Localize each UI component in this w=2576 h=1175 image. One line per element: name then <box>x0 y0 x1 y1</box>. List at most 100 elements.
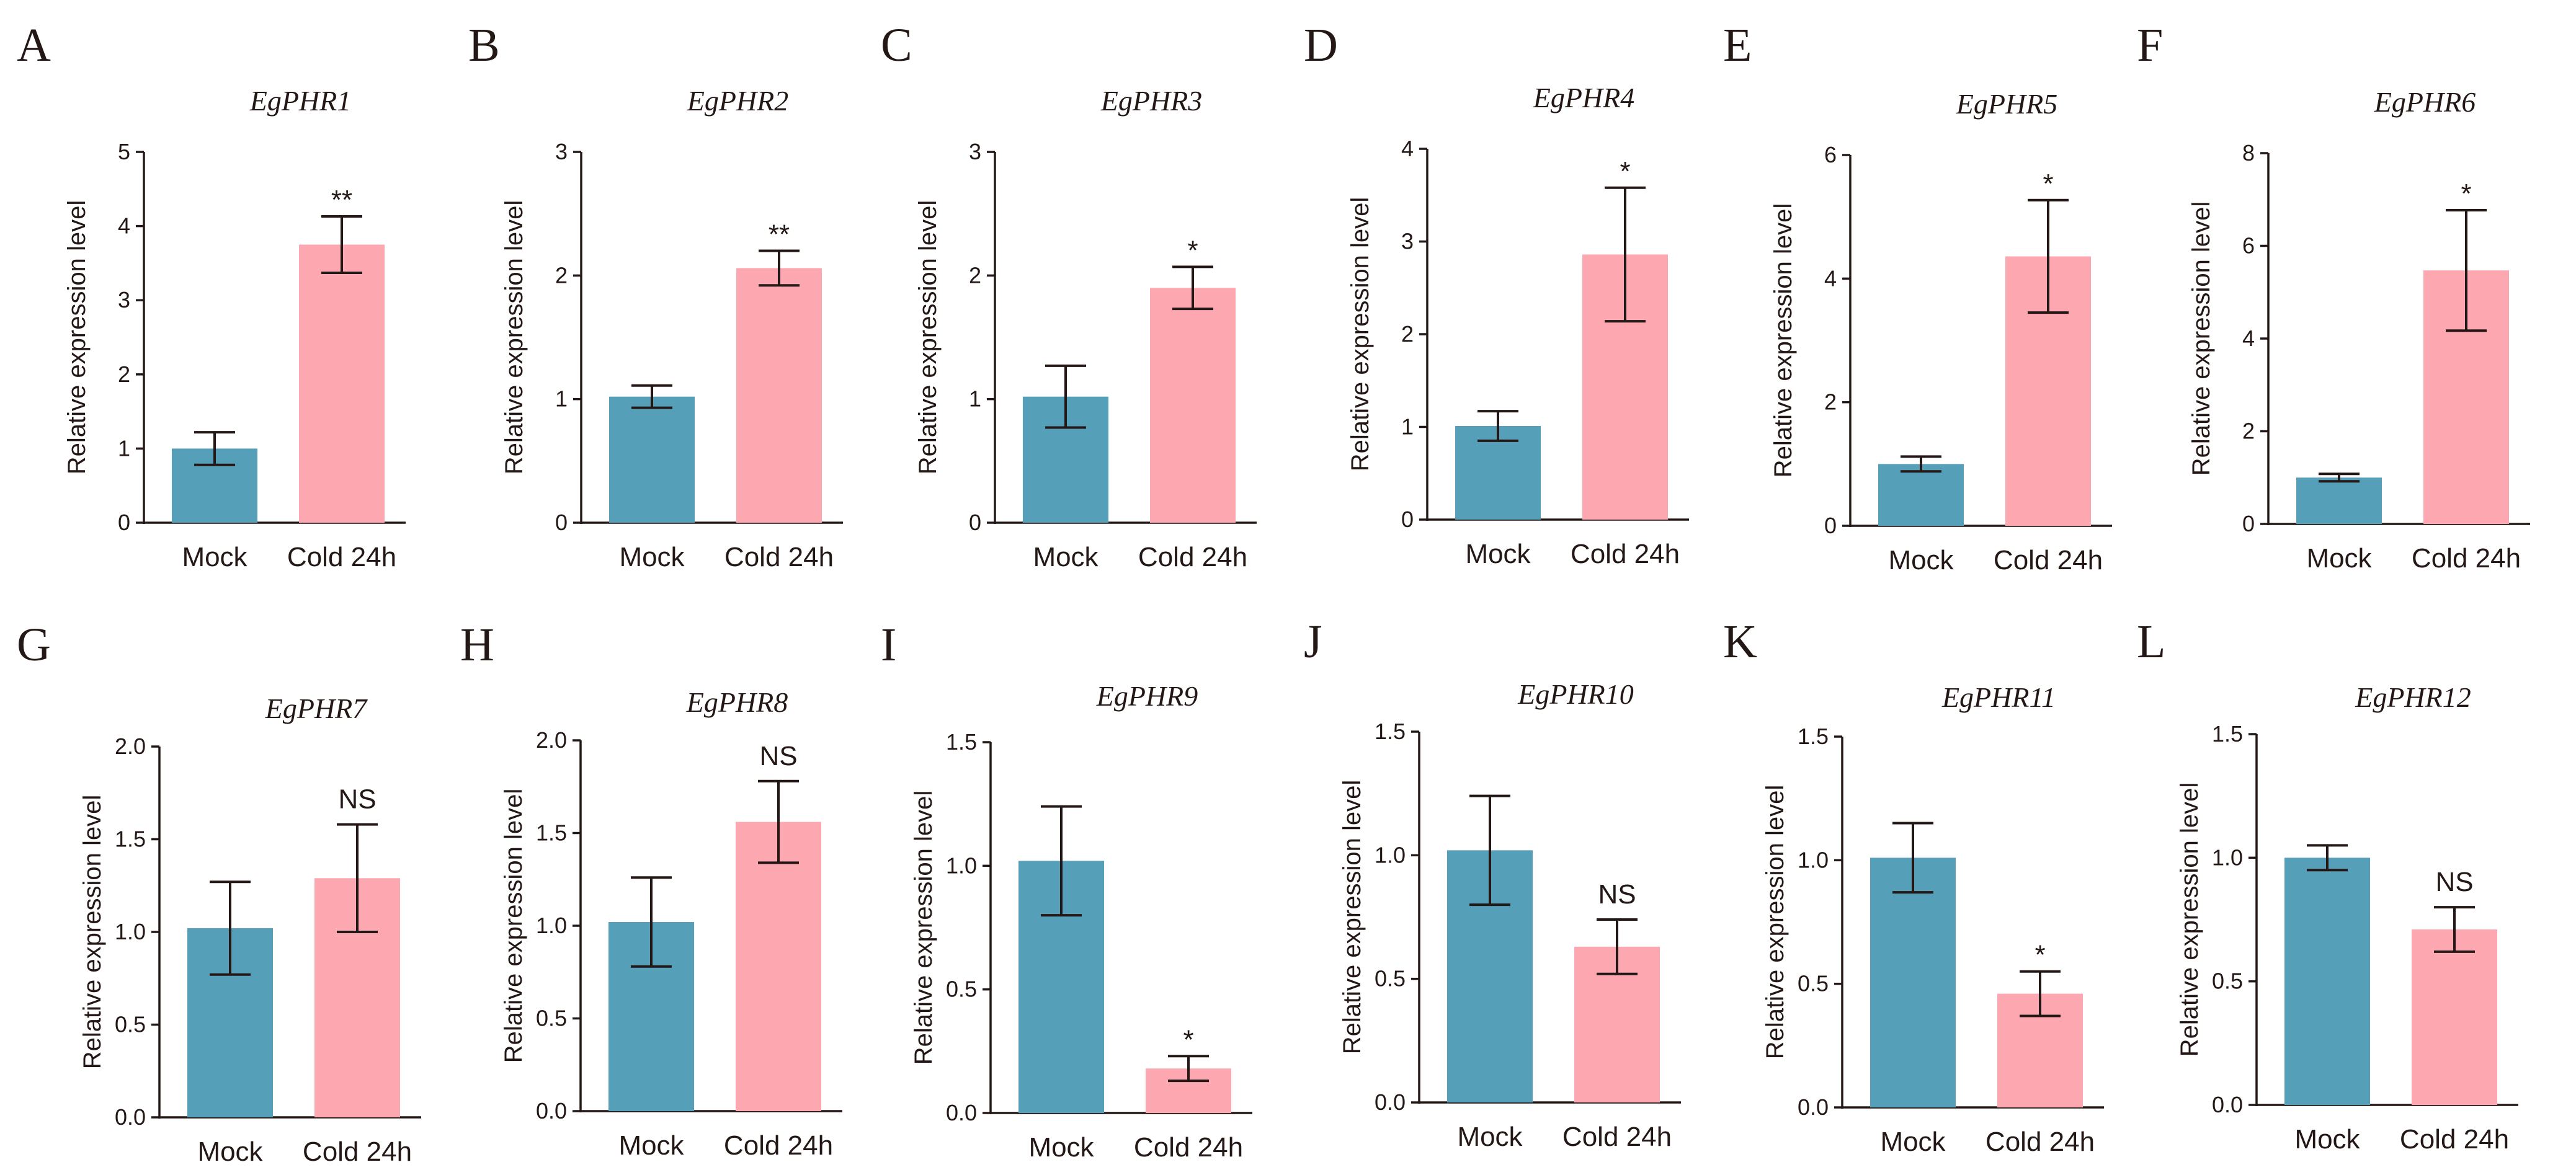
panel-letter: L <box>2137 616 2165 668</box>
x-category-label: Mock <box>1888 545 1954 575</box>
x-category-label: Cold 24h <box>287 542 396 572</box>
bar-cold-24h <box>1150 288 1236 523</box>
y-tick-label: 0 <box>2242 511 2255 536</box>
chart-title: EgPHR10 <box>1517 678 1634 710</box>
chart-title: EgPHR8 <box>686 686 788 718</box>
y-tick-label: 1.5 <box>946 729 977 755</box>
y-axis-label: Relative expression level <box>2188 202 2215 476</box>
panel-letter: E <box>1723 19 1752 71</box>
y-tick-label: 1.5 <box>115 827 146 852</box>
panel-letter: H <box>460 619 494 671</box>
y-tick-label: 1.0 <box>946 853 977 878</box>
y-axis-label: Relative expression level <box>2176 783 2203 1057</box>
y-tick-label: 3 <box>555 139 568 164</box>
y-tick-label: 4 <box>1824 265 1837 291</box>
x-category-label: Mock <box>197 1137 263 1167</box>
y-tick-label: 8 <box>2242 140 2255 166</box>
bar-cold-24h <box>736 268 822 523</box>
y-tick-label: 4 <box>1401 136 1414 161</box>
significance-label: NS <box>338 784 376 815</box>
y-axis-label: Relative expression level <box>1339 780 1366 1054</box>
x-category-label: Mock <box>182 542 247 572</box>
chart-title: EgPHR7 <box>265 693 368 724</box>
y-tick-label: 0 <box>969 510 981 535</box>
x-category-label: Cold 24h <box>1562 1122 1672 1152</box>
panel-letter: D <box>1304 19 1338 71</box>
y-tick-label: 0.5 <box>536 1006 567 1031</box>
y-axis-label: Relative expression level <box>79 795 106 1069</box>
bar-mock <box>2296 477 2382 524</box>
significance-label: ** <box>769 219 790 249</box>
x-category-label: Mock <box>2294 1124 2360 1155</box>
bar-cold-24h <box>2412 929 2497 1105</box>
bar-mock <box>1870 858 1956 1107</box>
x-category-label: Mock <box>1457 1122 1523 1152</box>
significance-label: * <box>2461 179 2471 209</box>
x-category-label: Mock <box>618 1130 684 1161</box>
y-tick-label: 4 <box>118 213 130 239</box>
chart-panel-c: C EgPHR3 Relative expression level 0 1 2 3 Mock… <box>881 19 1257 572</box>
chart-panel-b: B EgPHR2 Relative expression level 0 1 2 3 Mock… <box>468 19 843 572</box>
chart-panel-e: E EgPHR5 Relative expression level 0 2 4 6 Mock… <box>1723 19 2112 575</box>
y-tick-label: 0.0 <box>536 1098 567 1124</box>
y-tick-label: 2.0 <box>536 727 567 753</box>
y-axis-label: Relative expression level <box>914 200 942 474</box>
chart-title: EgPHR11 <box>1941 681 2056 713</box>
x-category-label: Mock <box>1033 542 1099 572</box>
y-tick-label: 0.5 <box>115 1012 146 1037</box>
y-tick-label: 1.5 <box>1375 719 1406 744</box>
chart-panel-a: A EgPHR1 Relative expression level 0 1 2 3 4 5 Mo… <box>17 19 406 572</box>
x-category-label: Cold 24h <box>724 542 834 572</box>
y-tick-label: 1.0 <box>1375 842 1406 867</box>
y-tick-label: 1 <box>969 386 981 412</box>
y-tick-label: 6 <box>2242 233 2255 259</box>
y-tick-label: 1.5 <box>2212 721 2243 747</box>
x-category-label: Cold 24h <box>303 1137 412 1167</box>
y-tick-label: 1.0 <box>1798 847 1829 872</box>
y-axis-label: Relative expression level <box>1762 785 1789 1059</box>
panel-letter: F <box>2137 19 2163 71</box>
chart-panel-f: F EgPHR6 Relative expression level 0 2 4 6 8 Moc… <box>2137 19 2530 574</box>
chart-panel-l: L EgPHR12 Relative expression level 0.0 0.5 1… <box>2137 616 2518 1155</box>
y-tick-label: 1.5 <box>536 820 567 846</box>
y-tick-label: 5 <box>118 139 130 164</box>
y-tick-label: 0.5 <box>1798 971 1829 996</box>
y-tick-label: 0.0 <box>2212 1092 2243 1117</box>
chart-title: EgPHR9 <box>1096 680 1198 712</box>
x-category-label: Mock <box>619 542 685 572</box>
chart-title: EgPHR12 <box>2355 681 2471 713</box>
panel-letter: I <box>881 619 896 671</box>
x-category-label: Cold 24h <box>1994 545 2103 575</box>
significance-label: * <box>2043 169 2053 199</box>
y-tick-label: 2 <box>1401 321 1414 347</box>
chart-title: EgPHR1 <box>249 85 352 117</box>
y-tick-label: 4 <box>2242 326 2255 351</box>
y-tick-label: 0.5 <box>946 977 977 1002</box>
x-category-label: Cold 24h <box>1571 539 1680 569</box>
y-axis-label: Relative expression level <box>910 791 937 1065</box>
x-category-label: Cold 24h <box>2400 1124 2509 1155</box>
y-tick-label: 3 <box>118 287 130 313</box>
significance-label: * <box>1620 156 1630 187</box>
significance-label: * <box>1187 235 1198 265</box>
y-axis-label: Relative expression level <box>1770 203 1797 477</box>
bar-cold-24h <box>299 244 385 523</box>
panel-letter: C <box>881 19 912 71</box>
chart-panel-h: H EgPHR8 Relative expression level 0.0 0.5 1.… <box>460 619 842 1161</box>
y-tick-label: 1 <box>1401 414 1414 440</box>
x-category-label: Mock <box>2306 543 2372 574</box>
significance-label: * <box>1183 1024 1193 1055</box>
y-axis-label: Relative expression level <box>63 200 91 474</box>
x-category-label: Mock <box>1028 1132 1094 1163</box>
y-tick-label: 2 <box>1824 389 1837 415</box>
y-tick-label: 0 <box>555 510 568 535</box>
y-tick-label: 0.0 <box>115 1104 146 1130</box>
x-category-label: Cold 24h <box>724 1130 833 1161</box>
chart-title: EgPHR3 <box>1100 85 1203 117</box>
significance-label: * <box>2035 940 2045 970</box>
y-tick-label: 1.0 <box>536 913 567 938</box>
chart-panel-j: J EgPHR10 Relative expression level 0.0 0.5 1… <box>1304 616 1681 1152</box>
x-category-label: Cold 24h <box>1134 1132 1243 1163</box>
y-tick-label: 2 <box>2242 419 2255 444</box>
y-tick-label: 0.5 <box>2212 969 2243 994</box>
